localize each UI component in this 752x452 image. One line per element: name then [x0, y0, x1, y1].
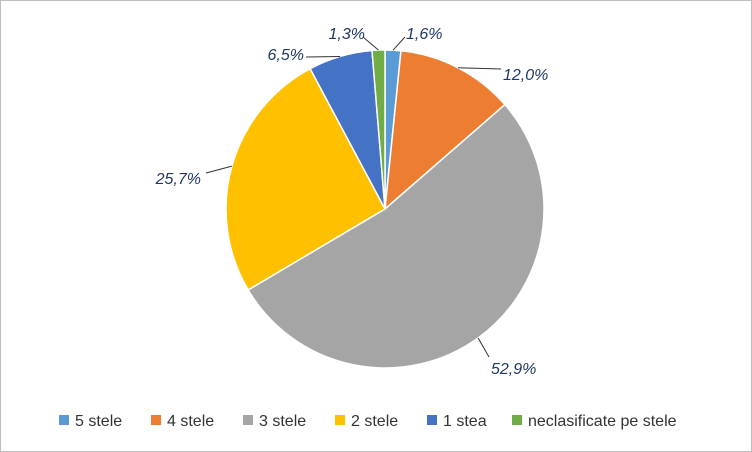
- data-label-5: 6,5%: [268, 47, 304, 64]
- legend-label-2: 4 stele: [167, 413, 214, 430]
- data-labels: 1,6% 12,0% 52,9% 25,7% 6,5% 1,3%: [155, 26, 549, 378]
- leader-line-3: [477, 337, 490, 358]
- data-label-4: 25,7%: [155, 171, 201, 188]
- legend-swatch-5: [427, 415, 437, 425]
- leader-line-1: [392, 36, 406, 51]
- data-label-2: 12,0%: [503, 67, 548, 84]
- data-label-6: 1,3%: [329, 26, 365, 43]
- leader-line-2: [458, 67, 502, 70]
- legend-swatch-1: [59, 415, 69, 425]
- legend-label-6: neclasificate pe stele: [528, 413, 677, 430]
- data-label-1: 1,6%: [406, 26, 442, 43]
- data-label-3: 52,9%: [491, 361, 536, 378]
- legend: 5 stele 4 stele 3 stele 2 stele 1 stea neclas…: [59, 413, 677, 430]
- leader-line-5: [305, 55, 341, 58]
- pie-slice-4: [225, 67, 386, 291]
- legend-swatch-4: [335, 415, 345, 425]
- leader-line-4: [205, 165, 233, 174]
- leader-lines: [205, 36, 502, 358]
- legend-label-1: 5 stele: [75, 413, 122, 430]
- leader-line-6: [362, 36, 379, 51]
- pie-slices: [225, 49, 545, 369]
- legend-label-5: 1 stea: [443, 413, 487, 430]
- legend-label-4: 2 stele: [351, 413, 398, 430]
- legend-swatch-2: [151, 415, 161, 425]
- pie-slice-3: [247, 103, 545, 369]
- legend-swatch-6: [512, 415, 522, 425]
- legend-swatch-3: [243, 415, 253, 425]
- legend-label-3: 3 stele: [259, 413, 306, 430]
